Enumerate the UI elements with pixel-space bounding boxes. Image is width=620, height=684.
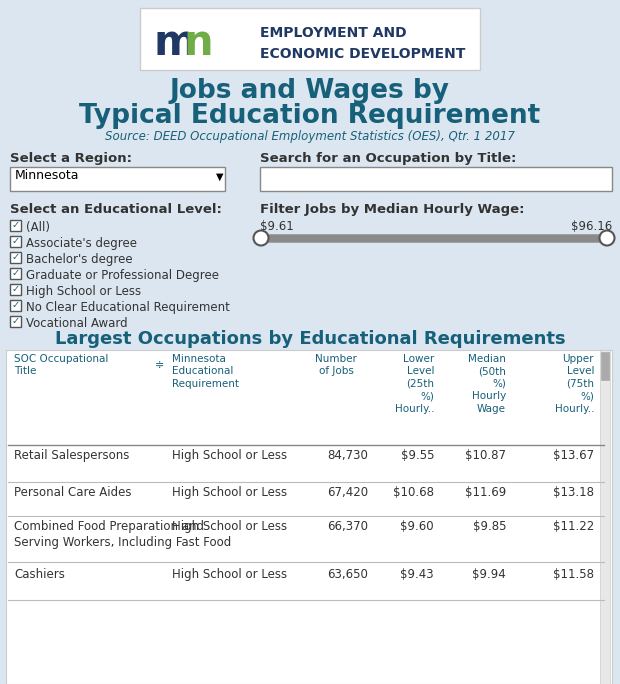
Text: Combined Food Preparation and
Serving Workers, Including Fast Food: Combined Food Preparation and Serving Wo… <box>14 520 231 549</box>
Bar <box>260 234 608 242</box>
Text: $11.58: $11.58 <box>553 568 594 581</box>
Text: Personal Care Aides: Personal Care Aides <box>14 486 131 499</box>
Text: Typical Education Requirement: Typical Education Requirement <box>79 103 541 129</box>
Bar <box>10 300 21 311</box>
Bar <box>260 167 612 191</box>
Text: $13.67: $13.67 <box>553 449 594 462</box>
Text: $9.60: $9.60 <box>401 520 434 533</box>
Text: $10.87: $10.87 <box>465 449 506 462</box>
Bar <box>140 8 480 70</box>
Text: Associate's degree: Associate's degree <box>26 237 137 250</box>
Text: High School or Less: High School or Less <box>172 486 287 499</box>
Bar <box>10 236 21 247</box>
Text: Cashiers: Cashiers <box>14 568 65 581</box>
Bar <box>10 252 21 263</box>
Bar <box>10 268 21 279</box>
Text: n: n <box>183 22 213 64</box>
Text: High School or Less: High School or Less <box>172 449 287 462</box>
Text: 66,370: 66,370 <box>327 520 368 533</box>
Text: Graduate or Professional Degree: Graduate or Professional Degree <box>26 269 219 282</box>
Text: 84,730: 84,730 <box>327 449 368 462</box>
Text: Largest Occupations by Educational Requirements: Largest Occupations by Educational Requi… <box>55 330 565 348</box>
Text: $11.69: $11.69 <box>465 486 506 499</box>
Text: ▼: ▼ <box>216 172 224 182</box>
Bar <box>10 167 225 191</box>
Text: $9.85: $9.85 <box>472 520 506 533</box>
Text: High School or Less: High School or Less <box>172 520 287 533</box>
Text: Upper
Level
(75th
%)
Hourly..: Upper Level (75th %) Hourly.. <box>554 354 594 414</box>
Text: m: m <box>153 22 197 64</box>
Text: Jobs and Wages by: Jobs and Wages by <box>170 78 450 104</box>
Circle shape <box>600 231 614 246</box>
Text: $10.68: $10.68 <box>393 486 434 499</box>
Text: $9.43: $9.43 <box>401 568 434 581</box>
Text: SOC Occupational
Title: SOC Occupational Title <box>14 354 108 376</box>
Text: Filter Jobs by Median Hourly Wage:: Filter Jobs by Median Hourly Wage: <box>260 203 525 216</box>
Bar <box>10 316 21 327</box>
Text: Source: DEED Occupational Employment Statistics (OES), Qtr. 1 2017: Source: DEED Occupational Employment Sta… <box>105 130 515 143</box>
Text: Search for an Occupation by Title:: Search for an Occupation by Title: <box>260 152 516 165</box>
Text: High School or Less: High School or Less <box>26 285 141 298</box>
Text: $13.18: $13.18 <box>553 486 594 499</box>
Bar <box>10 284 21 295</box>
Text: Select a Region:: Select a Region: <box>10 152 132 165</box>
Text: Lower
Level
(25th
%)
Hourly..: Lower Level (25th %) Hourly.. <box>394 354 434 414</box>
Text: Minnesota
Educational
Requirement: Minnesota Educational Requirement <box>172 354 239 389</box>
Bar <box>600 350 610 684</box>
Text: ≑: ≑ <box>156 360 165 370</box>
Text: ✓: ✓ <box>11 236 20 246</box>
Text: Bachelor's degree: Bachelor's degree <box>26 253 133 266</box>
Text: Median
(50th
%)
Hourly
Wage: Median (50th %) Hourly Wage <box>468 354 506 414</box>
Text: Select an Educational Level:: Select an Educational Level: <box>10 203 222 216</box>
Text: EMPLOYMENT AND
ECONOMIC DEVELOPMENT: EMPLOYMENT AND ECONOMIC DEVELOPMENT <box>260 26 466 61</box>
Text: Vocational Award: Vocational Award <box>26 317 128 330</box>
Bar <box>6 350 612 684</box>
Text: ✓: ✓ <box>11 300 20 310</box>
Text: 63,650: 63,650 <box>327 568 368 581</box>
Text: (All): (All) <box>26 221 50 234</box>
Text: ✓: ✓ <box>11 284 20 294</box>
Text: No Clear Educational Requirement: No Clear Educational Requirement <box>26 301 230 314</box>
Circle shape <box>254 231 268 246</box>
Text: 67,420: 67,420 <box>327 486 368 499</box>
Text: Retail Salespersons: Retail Salespersons <box>14 449 130 462</box>
Bar <box>601 352 609 380</box>
Text: $96.16: $96.16 <box>571 220 612 233</box>
Text: $9.94: $9.94 <box>472 568 506 581</box>
Text: ✓: ✓ <box>11 220 20 230</box>
Text: High School or Less: High School or Less <box>172 568 287 581</box>
Text: Number
of Jobs: Number of Jobs <box>315 354 357 376</box>
Text: $9.61: $9.61 <box>260 220 294 233</box>
Text: ✓: ✓ <box>11 268 20 278</box>
Text: Minnesota: Minnesota <box>15 169 79 182</box>
Text: ✓: ✓ <box>11 252 20 262</box>
Bar <box>10 220 21 231</box>
Text: ✓: ✓ <box>11 316 20 326</box>
Text: $11.22: $11.22 <box>553 520 594 533</box>
Text: $9.55: $9.55 <box>401 449 434 462</box>
